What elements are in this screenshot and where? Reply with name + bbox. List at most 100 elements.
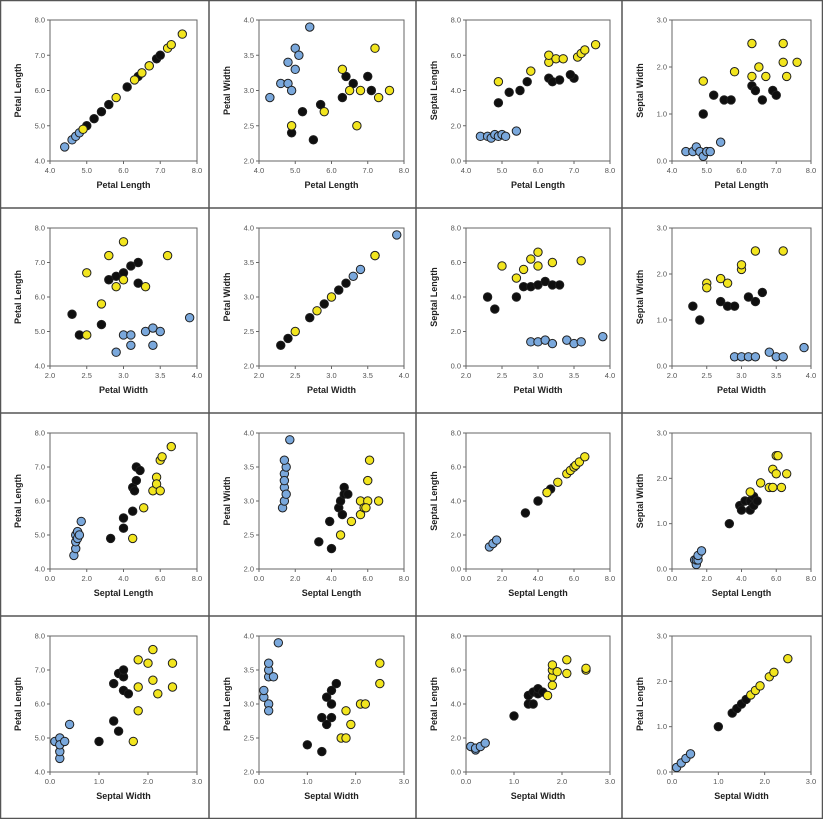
- data-point-virginica: [547, 257, 558, 268]
- x-tick-label: 7.0: [155, 166, 165, 175]
- x-tick-label: 0.0: [45, 574, 55, 583]
- data-point-virginica: [78, 124, 88, 134]
- x-tick-label: 0.0: [461, 777, 471, 786]
- data-point-virginica: [580, 45, 590, 55]
- data-point-setosa: [184, 313, 195, 323]
- x-axis-label: Petal Length: [714, 180, 768, 190]
- data-point-virginica: [335, 530, 346, 540]
- data-point-setosa: [76, 516, 86, 527]
- data-point-setosa: [511, 126, 522, 136]
- x-tick-label: 2.0: [290, 574, 300, 583]
- data-point-versicolor: [131, 475, 142, 486]
- x-tick-label: 3.0: [192, 777, 202, 786]
- y-tick-label: 0.0: [657, 768, 667, 777]
- data-point-versicolor: [96, 319, 107, 330]
- data-point-setosa: [279, 455, 290, 465]
- y-tick-label: 2.5: [244, 734, 254, 743]
- data-point-setosa: [750, 352, 761, 362]
- x-tick-label: 6.0: [118, 166, 128, 175]
- y-tick-label: 4.0: [451, 497, 461, 506]
- data-point-virginica: [792, 57, 802, 67]
- scatter-panel-4-1: 0.0 1.0 2.0 3.0 4.0 5.0 6.0 7.0 8.0 Septal Width P…: [13, 632, 202, 802]
- data-point-setosa: [500, 131, 511, 142]
- data-point-versicolor: [319, 299, 329, 309]
- y-tick-label: 2.0: [451, 121, 461, 130]
- data-point-virginica: [137, 68, 147, 78]
- y-axis-label: Petal Length: [13, 677, 23, 731]
- data-point-versicolor: [482, 292, 493, 302]
- x-tick-label: 4.0: [254, 166, 264, 175]
- data-point-setosa: [705, 146, 715, 157]
- data-point-versicolor: [305, 313, 315, 323]
- data-point-virginica: [355, 85, 366, 96]
- data-point-setosa: [285, 435, 295, 445]
- x-tick-label: 3.0: [118, 371, 128, 380]
- data-point-setosa: [685, 749, 696, 759]
- data-point-virginica: [736, 260, 747, 270]
- data-point-virginica: [346, 719, 356, 730]
- y-tick-label: 2.0: [244, 362, 254, 371]
- data-point-virginica: [133, 706, 143, 716]
- y-tick-label: 0.0: [451, 157, 461, 166]
- data-point-setosa: [64, 719, 75, 730]
- data-point-versicolor: [554, 280, 565, 290]
- x-tick-label: 2.5: [290, 371, 300, 380]
- x-tick-label: 2.0: [759, 777, 769, 786]
- x-tick-label: 8.0: [399, 574, 409, 583]
- data-point-virginica: [341, 733, 351, 743]
- y-tick-label: 8.0: [35, 632, 45, 641]
- x-tick-label: 8.0: [399, 166, 409, 175]
- data-point-setosa: [547, 338, 558, 349]
- data-point-versicolor: [94, 736, 104, 747]
- data-point-versicolor: [129, 486, 140, 496]
- y-tick-label: 2.0: [451, 327, 461, 336]
- data-point-versicolor: [750, 296, 761, 307]
- y-tick-label: 1.0: [657, 110, 667, 119]
- y-tick-label: 8.0: [35, 16, 45, 25]
- data-point-versicolor: [337, 92, 348, 103]
- data-point-setosa: [126, 330, 136, 340]
- data-point-setosa: [273, 638, 284, 648]
- y-tick-label: 2.0: [451, 531, 461, 540]
- data-point-versicolor: [493, 98, 504, 108]
- data-point-versicolor: [326, 543, 337, 554]
- data-point-setosa: [259, 685, 269, 696]
- data-point-versicolor: [283, 333, 293, 344]
- data-point-versicolor: [757, 287, 768, 298]
- data-point-virginica: [562, 668, 572, 679]
- x-tick-label: 2.0: [350, 777, 360, 786]
- x-tick-label: 3.5: [771, 371, 781, 380]
- y-axis-label: Petal Length: [635, 677, 645, 731]
- data-point-versicolor: [709, 90, 719, 100]
- data-point-virginica: [747, 38, 757, 49]
- x-tick-label: 0.0: [667, 574, 677, 583]
- x-tick-label: 8.0: [605, 574, 615, 583]
- data-point-versicolor: [326, 699, 337, 709]
- data-point-setosa: [305, 22, 315, 32]
- y-tick-label: 0.0: [451, 768, 461, 777]
- data-point-setosa: [392, 230, 402, 240]
- y-tick-label: 8.0: [451, 632, 461, 641]
- data-point-virginica: [576, 256, 586, 266]
- data-point-virginica: [148, 675, 158, 685]
- data-point-setosa: [59, 142, 70, 152]
- x-axis-label: Petal Length: [304, 180, 358, 190]
- data-point-virginica: [768, 482, 778, 493]
- scatter-panel-3-3: 0.0 2.0 4.0 6.0 8.0 0.0 2.0 4.0 6.0 8.0 Septal Len…: [429, 429, 615, 599]
- x-tick-label: 2.5: [497, 371, 507, 380]
- data-point-versicolor: [490, 304, 500, 314]
- y-tick-label: 7.0: [35, 666, 45, 675]
- data-point-virginica: [754, 62, 764, 72]
- y-tick-label: 1.0: [657, 316, 667, 325]
- y-tick-label: 6.0: [35, 497, 45, 506]
- y-axis-label: Septal Length: [429, 61, 439, 121]
- data-point-virginica: [153, 689, 163, 699]
- data-point-virginica: [715, 273, 726, 284]
- y-axis-label: Septal Length: [429, 471, 439, 531]
- x-tick-label: 4.0: [326, 574, 336, 583]
- x-tick-label: 4.0: [118, 574, 128, 583]
- data-point-versicolor: [326, 685, 337, 696]
- y-tick-label: 4.0: [35, 768, 45, 777]
